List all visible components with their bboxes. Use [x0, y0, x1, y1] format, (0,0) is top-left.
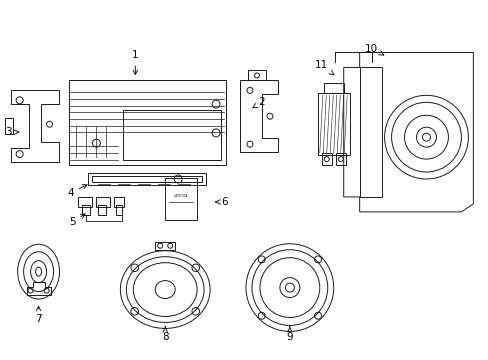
Bar: [78, 197, 92, 207]
Text: @TOYOTA: @TOYOTA: [174, 193, 188, 197]
Text: 1: 1: [132, 50, 138, 75]
Bar: [335, 153, 345, 165]
Bar: [247, 71, 265, 80]
Bar: [155, 242, 175, 250]
Bar: [165, 178, 197, 220]
Bar: [5, 118, 13, 134]
Bar: [96, 197, 110, 207]
Bar: [123, 110, 221, 160]
Text: 5: 5: [69, 214, 85, 227]
Bar: [98, 205, 106, 215]
Bar: [68, 80, 225, 165]
Bar: [88, 173, 205, 185]
Bar: [321, 153, 331, 165]
Text: 10: 10: [365, 44, 383, 55]
Text: 4: 4: [67, 185, 87, 198]
Text: 8: 8: [162, 327, 168, 342]
Text: 9: 9: [286, 327, 293, 342]
Text: 3: 3: [5, 127, 19, 137]
Text: 11: 11: [314, 60, 333, 75]
Bar: [114, 197, 124, 207]
Bar: [323, 84, 343, 93]
Bar: [116, 205, 122, 215]
Bar: [359, 67, 381, 197]
Bar: [92, 176, 202, 182]
Bar: [82, 205, 90, 215]
Text: 7: 7: [35, 306, 42, 324]
Text: 2: 2: [252, 97, 264, 108]
Bar: [317, 93, 349, 155]
Text: 6: 6: [215, 197, 228, 207]
